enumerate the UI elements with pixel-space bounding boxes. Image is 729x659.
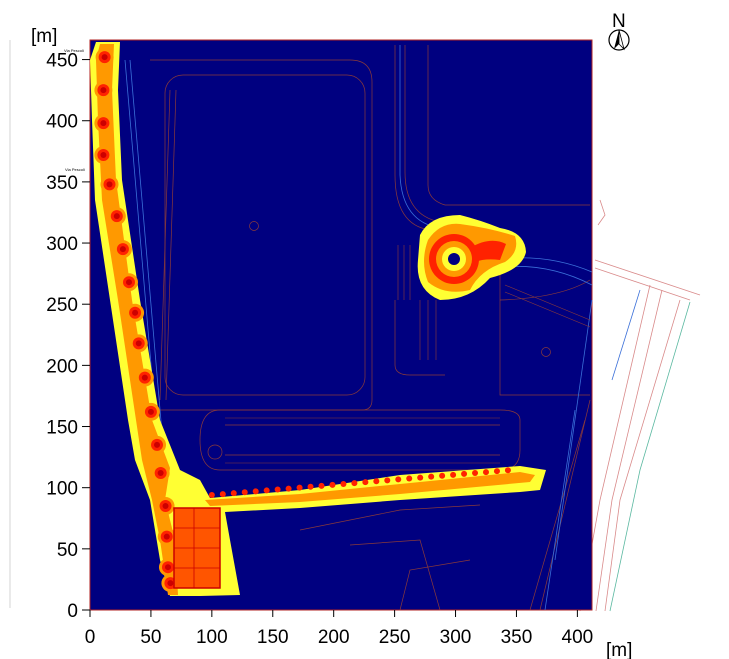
road-noise-point xyxy=(208,492,215,499)
noise-source-point xyxy=(113,213,120,220)
x-tick-label: 200 xyxy=(318,627,350,648)
y-tick-label: 250 xyxy=(46,295,78,316)
y-tick-label: 150 xyxy=(46,418,78,439)
road-noise-point xyxy=(439,472,446,479)
noise-source-point xyxy=(154,441,161,448)
noise-source-point xyxy=(164,564,171,571)
plan-labels: Via Pescoli Via Pescoli xyxy=(64,48,85,172)
parking-stripes xyxy=(225,245,591,464)
road-noise-point xyxy=(219,491,226,498)
y-axis-unit: [m] xyxy=(31,26,57,47)
road-noise-point xyxy=(274,486,281,493)
noise-source-point xyxy=(167,580,174,587)
y-tick-label: 100 xyxy=(46,479,78,500)
x-tick-label: 250 xyxy=(379,627,411,648)
x-tick-label: 300 xyxy=(440,627,472,648)
road-noise-point xyxy=(395,476,402,483)
y-tick-label: 450 xyxy=(46,51,78,72)
road-noise-point xyxy=(351,480,358,487)
noise-source-point xyxy=(100,120,107,127)
road-noise-point xyxy=(230,490,237,497)
road-noise-point xyxy=(428,473,435,480)
road-noise-point xyxy=(504,467,511,474)
y-tick-label: 0 xyxy=(67,601,78,622)
road-noise-point xyxy=(461,470,468,477)
road-noise-point xyxy=(406,475,413,482)
x-tick-label: 50 xyxy=(140,627,161,648)
road-noise-point xyxy=(318,482,325,489)
road-noise-point xyxy=(362,479,369,486)
road-noise-point xyxy=(450,471,457,478)
y-tick-label: 200 xyxy=(46,356,78,377)
noise-source-point xyxy=(141,374,148,381)
x-tick-label: 100 xyxy=(196,627,228,648)
road-noise-point xyxy=(285,485,292,492)
road-noise-point xyxy=(493,468,500,475)
road-noise-point xyxy=(384,477,391,484)
road-noise-point xyxy=(252,488,259,495)
street-label-2: Via Pescoli xyxy=(65,167,85,172)
noise-source-point xyxy=(106,181,113,188)
x-axis: 0 50 100 150 200 250 300 350 400 xyxy=(85,610,594,648)
noise-source-point xyxy=(157,470,164,477)
road-noise-point xyxy=(307,483,314,490)
noise-source-point xyxy=(162,503,169,510)
y-axis: 0 50 100 150 200 250 300 350 400 450 xyxy=(46,51,90,622)
y-tick-label: 300 xyxy=(46,234,78,255)
road-noise-point xyxy=(241,489,248,496)
noise-source-point xyxy=(132,309,139,316)
north-label: N xyxy=(612,11,626,32)
road-noise-point xyxy=(263,487,270,494)
road-noise-point xyxy=(296,484,303,491)
road-noise-point xyxy=(482,469,489,476)
x-axis-unit: [m] xyxy=(606,640,632,659)
road-noise-point xyxy=(417,474,424,481)
x-tick-label: 150 xyxy=(257,627,289,648)
road-noise-point xyxy=(472,470,479,477)
noise-source-point xyxy=(101,54,108,61)
noise-source-point xyxy=(100,151,107,158)
north-arrow: N xyxy=(608,11,630,51)
noise-source-point xyxy=(125,279,132,286)
noise-source-point xyxy=(135,340,142,347)
street-label: Via Pescoli xyxy=(64,48,84,53)
y-tick-label: 350 xyxy=(46,173,78,194)
road-noise-point xyxy=(373,478,380,485)
x-tick-label: 400 xyxy=(562,627,594,648)
noise-source-point xyxy=(100,87,107,94)
noise-source-point xyxy=(147,408,154,415)
noise-source-point xyxy=(163,533,170,540)
x-tick-label: 0 xyxy=(85,627,96,648)
road-noise-point xyxy=(340,481,347,488)
noise-source-point xyxy=(119,246,126,253)
y-tick-label: 50 xyxy=(57,540,78,561)
plan-lines xyxy=(150,45,591,611)
outer-plan-lines xyxy=(9,40,701,612)
y-tick-label: 400 xyxy=(46,112,78,133)
roundabout xyxy=(429,234,506,284)
x-tick-label: 350 xyxy=(501,627,533,648)
building-block xyxy=(173,507,221,589)
road-noise-point xyxy=(329,481,336,488)
